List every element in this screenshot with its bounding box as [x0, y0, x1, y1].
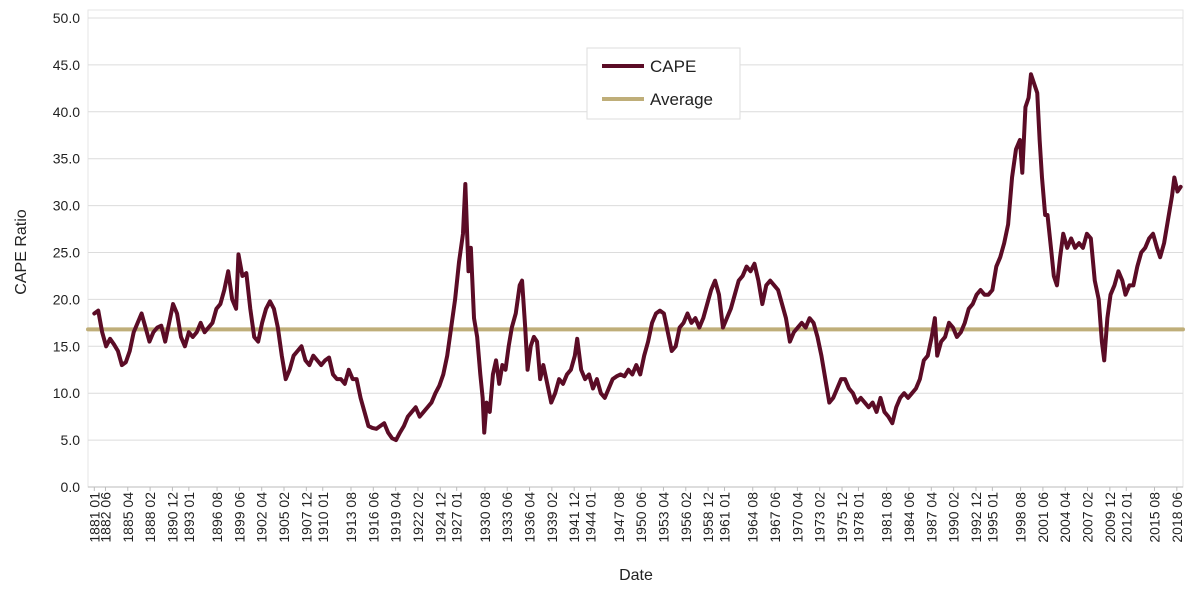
- x-tick-label: 1907 12: [298, 492, 314, 543]
- y-tick-label: 10.0: [53, 385, 80, 401]
- y-tick-label: 30.0: [53, 198, 80, 214]
- x-axis-label: Date: [619, 567, 653, 584]
- x-tick-label: 1939 02: [544, 492, 560, 543]
- x-tick-label: 1902 04: [254, 492, 270, 543]
- x-tick-label: 1953 04: [655, 492, 671, 543]
- x-tick-label: 1936 04: [522, 492, 538, 543]
- x-tick-label: 1998 08: [1013, 492, 1029, 543]
- x-tick-label: 1913 08: [343, 492, 359, 543]
- x-tick-label: 1958 12: [700, 492, 716, 543]
- x-tick-label: 1961 01: [717, 492, 733, 543]
- legend: CAPE Average: [586, 47, 741, 120]
- x-tick-label: 2015 08: [1147, 492, 1163, 543]
- x-tick-label: 1916 06: [365, 492, 381, 543]
- x-tick-label: 1896 08: [209, 492, 225, 543]
- x-tick-label: 1885 04: [120, 492, 136, 543]
- y-tick-label: 0.0: [61, 479, 81, 495]
- x-tick-label: 1930 08: [477, 492, 493, 543]
- x-tick-label: 1893 01: [181, 492, 197, 543]
- x-tick-label: 1975 12: [834, 492, 850, 543]
- x-tick-label: 1970 04: [789, 492, 805, 543]
- x-tick-label: 1964 08: [745, 492, 761, 543]
- x-tick-label: 1987 04: [923, 492, 939, 543]
- x-tick-label: 1978 01: [850, 492, 866, 543]
- x-tick-label: 1905 02: [276, 492, 292, 543]
- x-tick-label: 2009 12: [1102, 492, 1118, 543]
- x-tick-label: 1992 12: [968, 492, 984, 543]
- x-tick-label: 2001 06: [1035, 492, 1051, 543]
- x-tick-label: 2018 06: [1169, 492, 1185, 543]
- y-tick-label: 15.0: [53, 338, 80, 354]
- x-tick-label: 1927 01: [449, 492, 465, 543]
- x-tick-label: 2004 04: [1057, 492, 1073, 543]
- x-tick-label: 1990 02: [946, 492, 962, 543]
- legend-box: [586, 47, 741, 120]
- y-tick-label: 25.0: [53, 245, 80, 261]
- x-tick-label: 1910 01: [315, 492, 331, 543]
- x-tick-label: 1890 12: [164, 492, 180, 543]
- x-tick-label: 1973 02: [812, 492, 828, 543]
- x-tick-label: 1922 02: [410, 492, 426, 543]
- y-tick-label: 50.0: [53, 10, 80, 26]
- x-tick-label: 2007 02: [1080, 492, 1096, 543]
- x-tick-label: 1881 01: [86, 492, 102, 543]
- x-tick-label: 1995 01: [984, 492, 1000, 543]
- y-tick-label: 20.0: [53, 291, 80, 307]
- x-tick-label: 1944 01: [583, 492, 599, 543]
- series-line: [92, 72, 1183, 443]
- y-tick-label: 5.0: [61, 432, 81, 448]
- y-tick-label: 40.0: [53, 104, 80, 120]
- x-tick-label: 1947 08: [611, 492, 627, 543]
- legend-label: CAPE: [650, 57, 696, 76]
- x-tick-label: 1956 02: [678, 492, 694, 543]
- x-tick-label: 1919 04: [388, 492, 404, 543]
- x-tick-label: 1967 06: [767, 492, 783, 543]
- x-tick-label: 1950 06: [633, 492, 649, 543]
- x-tick-label: 1924 12: [432, 492, 448, 543]
- legend-label: Average: [650, 90, 713, 109]
- x-tick-label: 1984 06: [901, 492, 917, 543]
- x-tick-label: 1899 06: [231, 492, 247, 543]
- x-tick-label: 1888 02: [142, 492, 158, 543]
- x-tick-label: 2012 01: [1118, 492, 1134, 543]
- y-tick-label: 45.0: [53, 57, 80, 73]
- x-tick-label: 1941 12: [566, 492, 582, 543]
- y-axis-label: CAPE Ratio: [13, 209, 30, 294]
- x-tick-label: 1882 06: [97, 492, 113, 543]
- y-tick-label: 35.0: [53, 151, 80, 167]
- x-tick-label: 1981 08: [879, 492, 895, 543]
- x-tick-label: 1933 06: [499, 492, 515, 543]
